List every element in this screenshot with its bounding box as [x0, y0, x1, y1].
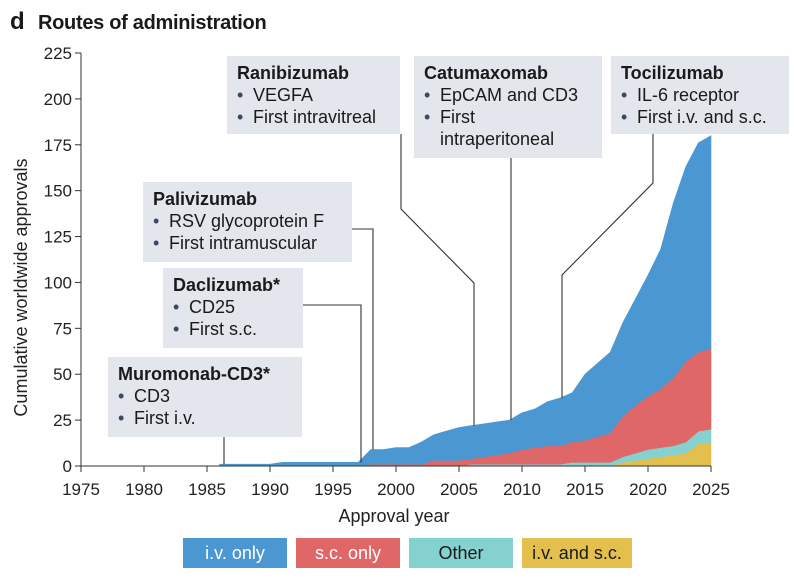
x-tick-label: 1990 — [251, 480, 289, 499]
callout-bullet: IL-6 receptor — [621, 84, 779, 106]
x-tick-label: 2015 — [566, 480, 604, 499]
y-axis-label: Cumulative worldwide approvals — [11, 158, 31, 416]
x-tick-label: 2010 — [503, 480, 541, 499]
callout-palivizumab: Palivizumab RSV glycoprotein F First int… — [143, 182, 352, 262]
leader-ranibizumab — [400, 134, 475, 426]
y-tick-label: 25 — [53, 411, 72, 430]
callout-bullet: First i.v. and s.c. — [621, 106, 779, 128]
leader-daclizumab — [303, 304, 362, 463]
callout-bullet: RSV glycoprotein F — [153, 210, 342, 232]
callout-name: Daclizumab* — [173, 275, 281, 295]
y-tick-label: 150 — [44, 182, 72, 201]
callout-bullet: VEGFA — [237, 84, 390, 106]
leader-palivizumab — [352, 228, 374, 450]
callout-name: Palivizumab — [153, 189, 258, 209]
y-tick-label: 75 — [53, 319, 72, 338]
callout-bullet: First intravitreal — [237, 106, 390, 128]
panel-title: Routes of administration — [38, 12, 267, 34]
callout-bullet: CD25 — [173, 296, 293, 318]
callout-tocilizumab: Tocilizumab IL-6 receptor First i.v. and… — [611, 56, 789, 134]
legend-item-sc-only: s.c. only — [296, 538, 400, 568]
callout-bullet: First s.c. — [173, 318, 293, 340]
leader-tocilizumab — [561, 134, 654, 399]
callout-name: Ranibizumab — [237, 63, 350, 83]
callout-bullet: CD3 — [118, 385, 292, 407]
x-tick-label: 1975 — [62, 480, 100, 499]
callout-bullet-continued: intraperitoneal — [440, 129, 555, 149]
x-tick-label: 1980 — [125, 480, 163, 499]
x-tick-label: 2025 — [692, 480, 730, 499]
callout-bullet: First intramuscular — [153, 232, 342, 254]
callout-bullet: First i.v. — [118, 407, 292, 429]
legend-item-other: Other — [409, 538, 513, 568]
callout-name: Catumaxomab — [424, 63, 549, 83]
x-tick-label: 2020 — [629, 480, 667, 499]
callout-muromonab: Muromonab-CD3* CD3 First i.v. — [108, 357, 302, 437]
panel-letter: d — [10, 8, 25, 35]
callout-bullet: EpCAM and CD3 — [424, 84, 592, 106]
y-tick-label: 200 — [44, 90, 72, 109]
y-tick-label: 50 — [53, 365, 72, 384]
legend-item-iv-and-sc: i.v. and s.c. — [522, 538, 632, 568]
x-tick-label: 1995 — [314, 480, 352, 499]
x-tick-label: 2005 — [440, 480, 478, 499]
y-tick-label: 225 — [44, 44, 72, 63]
y-tick-label: 175 — [44, 136, 72, 155]
callout-name: Tocilizumab — [621, 63, 724, 83]
y-tick-label: 0 — [63, 457, 72, 476]
callout-daclizumab: Daclizumab* CD25 First s.c. — [163, 268, 303, 348]
area-series-i-v-only — [219, 135, 712, 467]
y-tick-label: 125 — [44, 228, 72, 247]
callout-catumaxomab: Catumaxomab EpCAM and CD3 First intraper… — [414, 56, 602, 158]
callout-name: Muromonab-CD3* — [118, 364, 270, 384]
callout-bullet: First — [424, 106, 592, 128]
callout-ranibizumab: Ranibizumab VEGFA First intravitreal — [227, 56, 400, 134]
x-tick-label: 1985 — [188, 480, 226, 499]
y-tick-label: 100 — [44, 273, 72, 292]
x-axis-label: Approval year — [338, 506, 449, 526]
x-tick-label: 2000 — [377, 480, 415, 499]
legend-item-iv-only: i.v. only — [183, 538, 287, 568]
